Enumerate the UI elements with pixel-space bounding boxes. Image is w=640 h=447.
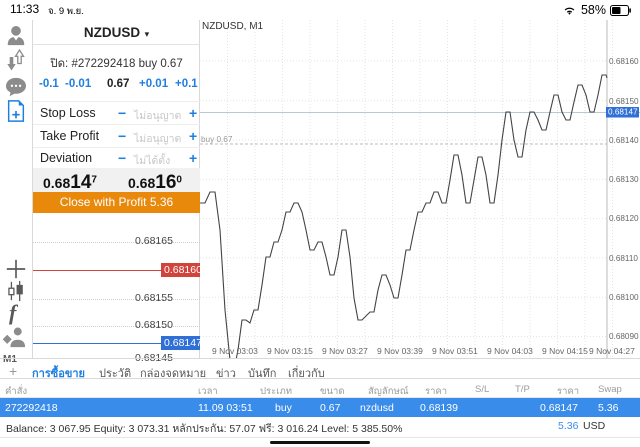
svg-text:9 Nov 03:51: 9 Nov 03:51 xyxy=(432,346,478,356)
svg-text:9 Nov 03:03: 9 Nov 03:03 xyxy=(212,346,258,356)
svg-text:0.68160: 0.68160 xyxy=(609,57,639,66)
svg-text:0.68110: 0.68110 xyxy=(609,254,638,263)
svg-text:9 Nov 03:27: 9 Nov 03:27 xyxy=(322,346,368,356)
svg-text:0.68100: 0.68100 xyxy=(609,293,639,302)
svg-text:9 Nov 04:03: 9 Nov 04:03 xyxy=(487,346,533,356)
svg-text:0.68150: 0.68150 xyxy=(609,97,639,106)
svg-text:0.68120: 0.68120 xyxy=(609,214,639,223)
svg-text:0.68090: 0.68090 xyxy=(609,332,639,341)
svg-text:9 Nov 04:27: 9 Nov 04:27 xyxy=(589,346,635,356)
svg-text:0.68147: 0.68147 xyxy=(608,108,638,117)
svg-text:9 Nov 03:15: 9 Nov 03:15 xyxy=(267,346,313,356)
svg-text:buy 0.67: buy 0.67 xyxy=(201,135,233,144)
svg-text:9 Nov 04:15: 9 Nov 04:15 xyxy=(542,346,588,356)
svg-text:9 Nov 03:39: 9 Nov 03:39 xyxy=(377,346,423,356)
svg-text:0.68140: 0.68140 xyxy=(609,136,639,145)
svg-text:0.68130: 0.68130 xyxy=(609,175,639,184)
